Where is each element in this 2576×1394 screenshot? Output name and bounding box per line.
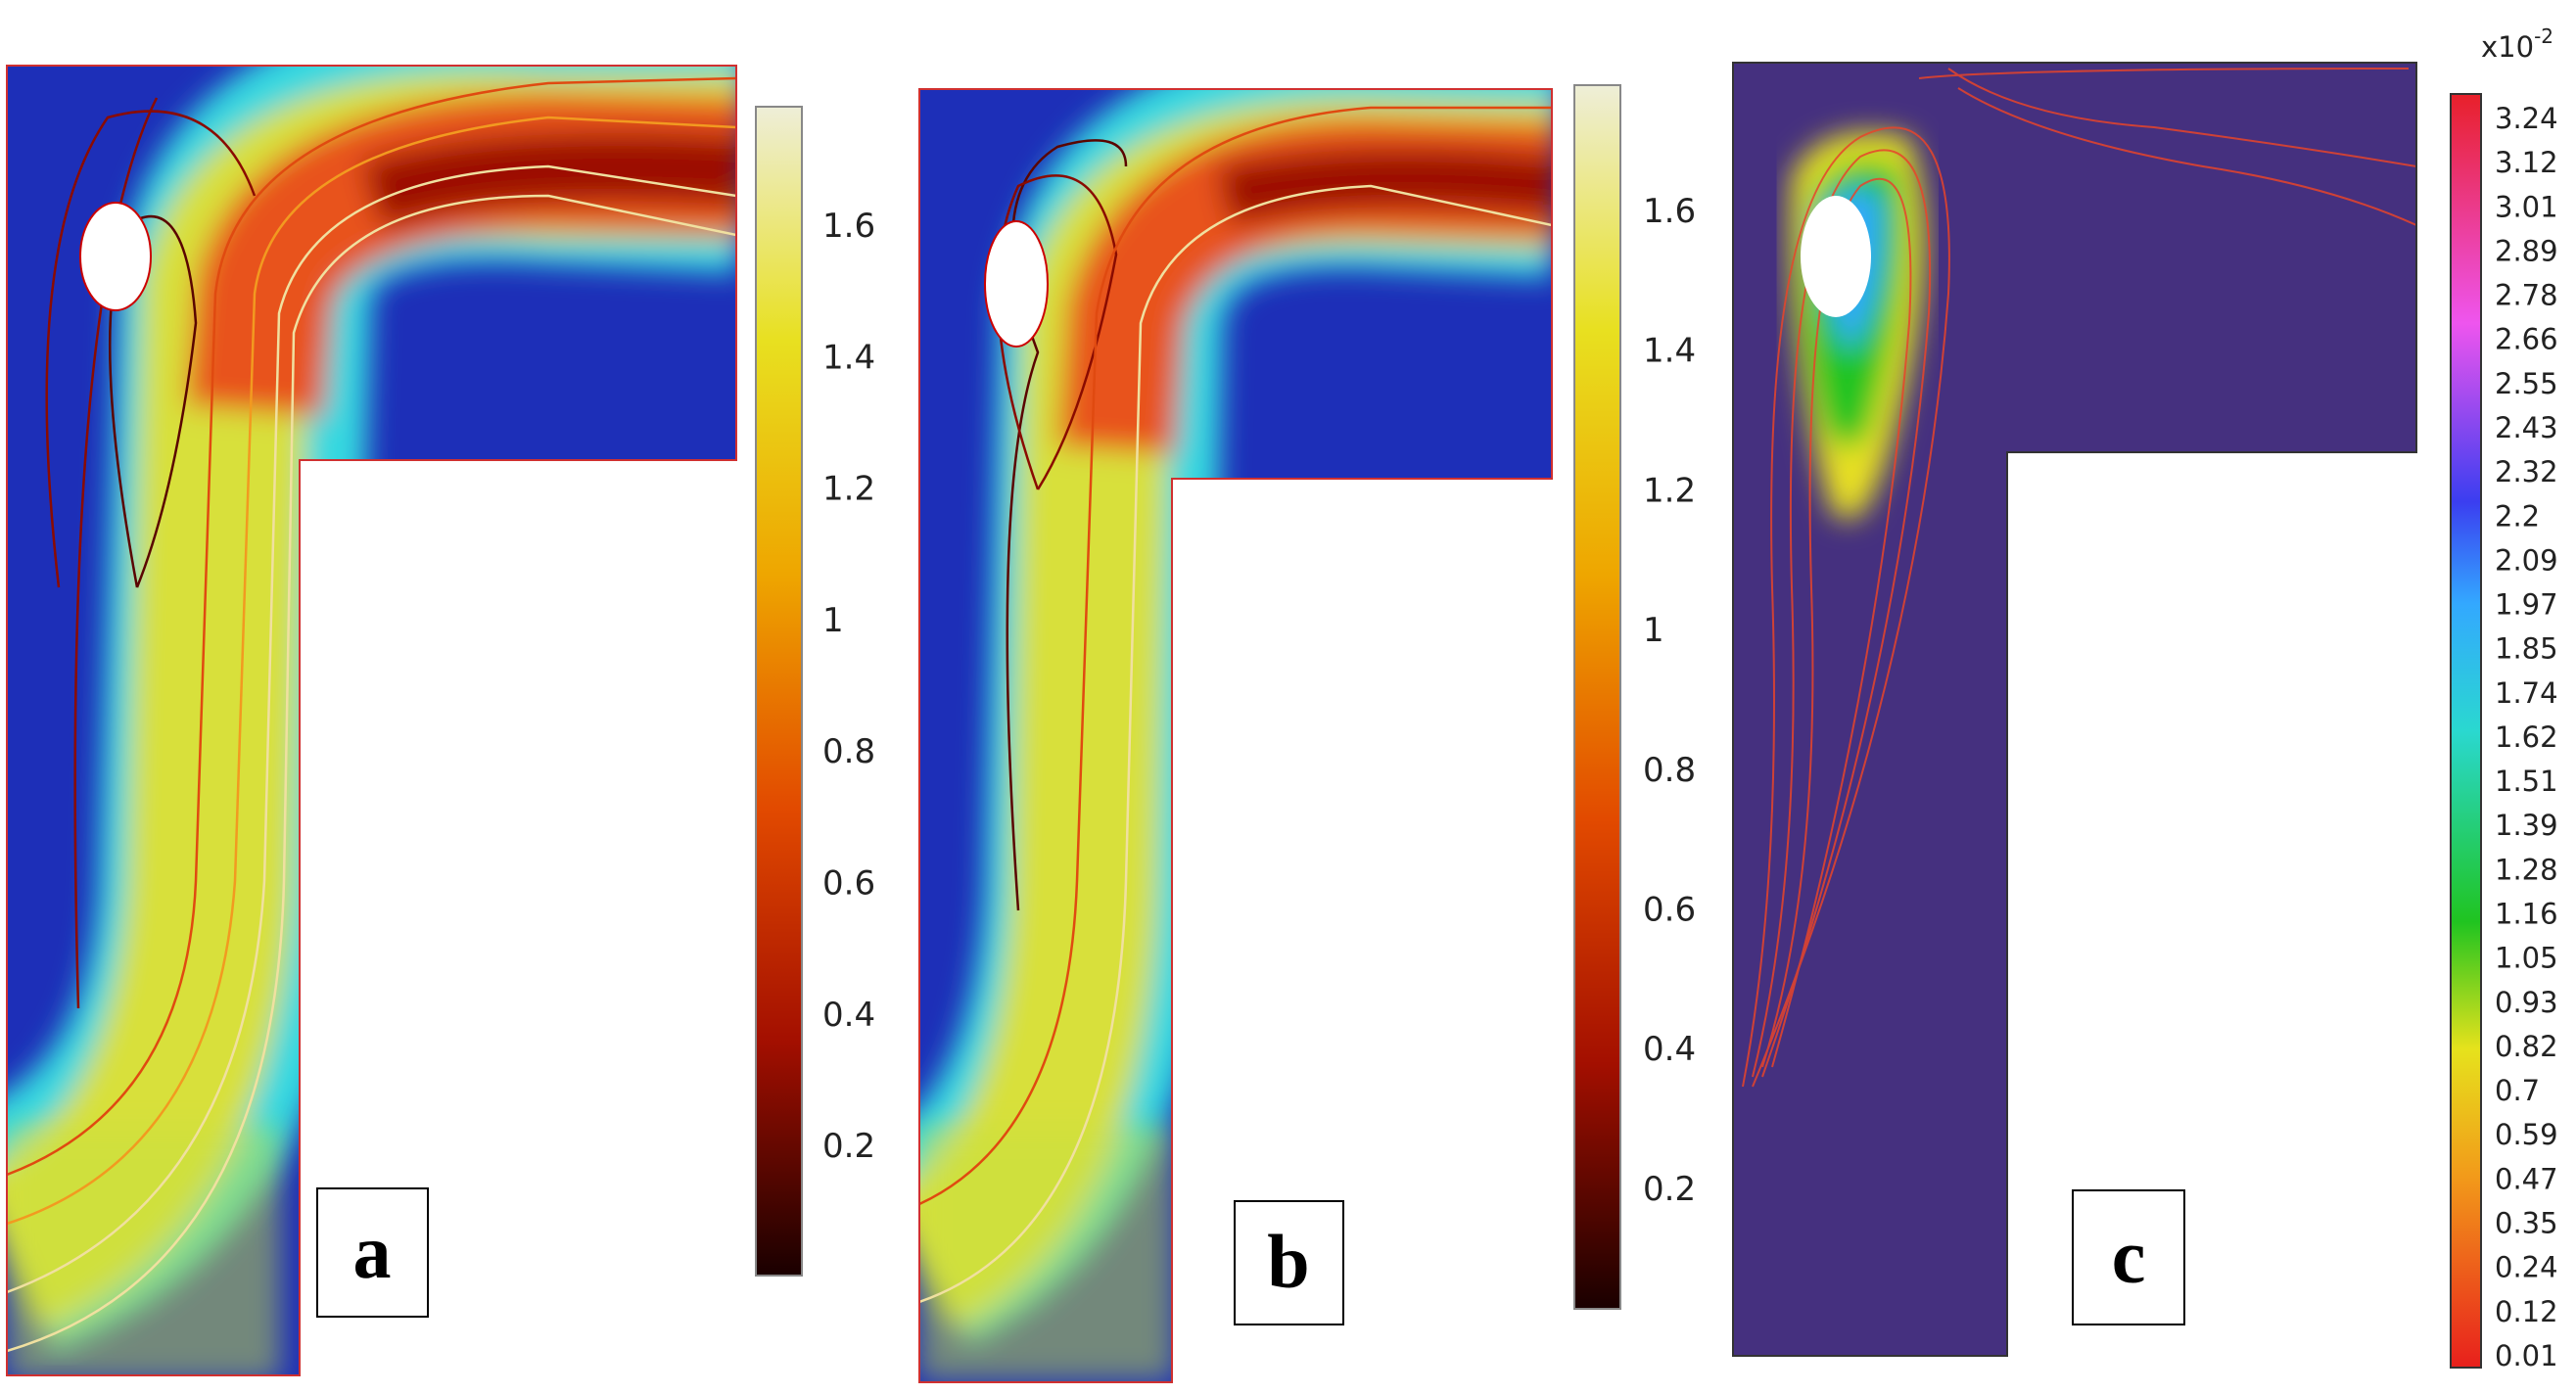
panel-a-velocity-field — [7, 66, 736, 1375]
colorbar-c-ticks: 3.24 3.12 3.01 2.89 2.78 2.66 2.55 2.43 2.32 2.2 2… — [2495, 102, 2558, 1372]
colorbar-tick-label: 1.05 — [2495, 942, 2558, 975]
colorbar-tick-label: 3.01 — [2495, 190, 2558, 223]
svg-text:a: a — [353, 1209, 392, 1294]
colorbar-tick-label: 1.85 — [2495, 632, 2558, 666]
colorbar-tick-label: 2.32 — [2495, 455, 2558, 488]
colorbar-tick-label: 1.2 — [1643, 471, 1696, 510]
colorbar-tick-label: 1.74 — [2495, 676, 2558, 710]
colorbar-tick-label: 0.12 — [2495, 1295, 2558, 1328]
colorbar-tick-label: 0.93 — [2495, 986, 2558, 1019]
colorbar-tick-label: 2.66 — [2495, 323, 2558, 356]
colorbar-tick-label: 0.4 — [822, 996, 875, 1035]
colorbar-tick-label: 1.6 — [822, 207, 875, 246]
colorbar-tick-label: 1.39 — [2495, 809, 2558, 842]
colorbar-tick-label: 0.47 — [2495, 1162, 2558, 1195]
colorbar-tick-label: 1 — [822, 601, 844, 640]
colorbar-tick-label: 2.89 — [2495, 234, 2558, 267]
colorbar-b-ticks: 1.6 1.4 1.2 1 0.8 0.6 0.4 0.2 — [1643, 192, 1696, 1209]
colorbar-tick-label: 0.6 — [1643, 891, 1696, 930]
colorbar-tick-label: 1.97 — [2495, 588, 2558, 622]
colorbar-tick-label: 1.51 — [2495, 765, 2558, 798]
colorbar-tick-label: 0.7 — [2495, 1074, 2540, 1107]
colorbar-tick-label: 0.4 — [1643, 1030, 1696, 1069]
colorbar-tick-label: 0.6 — [822, 864, 875, 904]
colorbar-tick-label: 2.43 — [2495, 411, 2558, 444]
panel-c-concentration-field — [1733, 63, 2416, 1356]
colorbar-tick-label: 0.2 — [1643, 1170, 1696, 1209]
colorbar-tick-label: 0.24 — [2495, 1251, 2558, 1284]
colorbar-tick-label: 2.78 — [2495, 279, 2558, 312]
svg-text:c: c — [2112, 1214, 2146, 1299]
panel-label-b: b — [1234, 1200, 1344, 1325]
colorbar-tick-label: 1.28 — [2495, 853, 2558, 886]
colorbar-tick-label: 2.09 — [2495, 543, 2558, 577]
colorbar-tick-label: 1 — [1643, 611, 1664, 650]
colorbar-tick-label: 1.6 — [1643, 192, 1696, 231]
colorbar-tick-label: 0.01 — [2495, 1339, 2558, 1372]
colorbar-tick-label: 0.2 — [822, 1127, 875, 1166]
colorbar-tick-label: 3.24 — [2495, 102, 2558, 135]
colorbar-tick-label: 2.2 — [2495, 499, 2540, 533]
colorbar-tick-label: 1.4 — [1643, 332, 1696, 371]
colorbar-tick-label: 1.2 — [822, 470, 875, 509]
svg-text:b: b — [1267, 1219, 1309, 1304]
colorbar-b — [1573, 84, 1621, 1310]
colorbar-tick-label: 0.8 — [1643, 751, 1696, 790]
colorbar-c — [2450, 93, 2482, 1369]
colorbar-a-ticks: 1.6 1.4 1.2 1 0.8 0.6 0.4 0.2 — [822, 207, 875, 1166]
panel-b-velocity-field — [919, 89, 1552, 1382]
colorbar-tick-label: 2.55 — [2495, 367, 2558, 400]
colorbar-tick-label: 1.62 — [2495, 720, 2558, 754]
colorbar-tick-label: 0.59 — [2495, 1118, 2558, 1151]
colorbar-tick-label: 0.8 — [822, 732, 875, 771]
colorbar-a — [755, 106, 803, 1277]
colorbar-c-multiplier: x10-2 — [2481, 24, 2553, 64]
colorbar-tick-label: 1.4 — [822, 338, 875, 377]
colorbar-tick-label: 1.16 — [2495, 898, 2558, 931]
colorbar-tick-label: 3.12 — [2495, 146, 2558, 179]
panel-label-a: a — [316, 1187, 429, 1318]
colorbar-tick-label: 0.35 — [2495, 1207, 2558, 1240]
panel-label-c: c — [2072, 1189, 2185, 1325]
colorbar-tick-label: 0.82 — [2495, 1030, 2558, 1063]
